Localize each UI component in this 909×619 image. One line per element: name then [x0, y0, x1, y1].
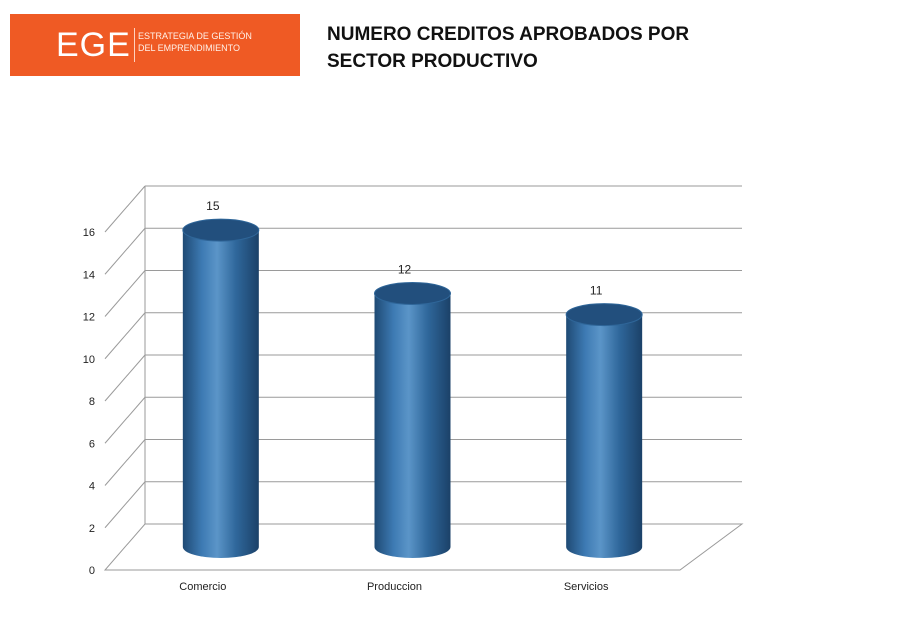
logo-tagline-line2: DEL EMPRENDIMIENTO [138, 43, 241, 53]
bar-cylinder-body [566, 314, 643, 559]
chart-bar [374, 282, 451, 559]
gridline-side [104, 312, 146, 360]
logo-tagline: ESTRATEGIA DE GESTIÓN DEL EMPRENDIMIENTO [138, 30, 288, 54]
chart-bar [565, 303, 643, 559]
bar-cylinder-body [374, 293, 451, 559]
y-tick-label: 12 [83, 312, 95, 324]
gridline-side [104, 270, 146, 317]
y-tick-label: 16 [83, 227, 95, 239]
data-label: 12 [398, 263, 412, 277]
bar-cylinder-top [565, 303, 643, 327]
chart-bars [182, 218, 643, 559]
bar-cylinder-top [374, 282, 451, 305]
y-tick-label: 6 [89, 438, 95, 450]
chart-labels: 15 Comercio 12 Produccion 11 Servicios [179, 199, 609, 593]
x-category-label: Comercio [179, 581, 226, 593]
data-label: 11 [590, 284, 603, 298]
y-tick-label: 14 [83, 269, 95, 281]
brand-logo: EGE ESTRATEGIA DE GESTIÓN DEL EMPRENDIMI… [10, 14, 300, 76]
chart-floor [103, 523, 744, 571]
gridline-side [104, 227, 146, 275]
x-category-label: Servicios [564, 581, 609, 593]
gridline-side [104, 481, 146, 529]
gridline-side [104, 396, 146, 444]
chart-bar [182, 218, 260, 558]
y-tick-label: 0 [89, 565, 95, 577]
x-category-label: Produccion [367, 581, 422, 593]
bar-cylinder-top [182, 218, 260, 242]
y-tick-label: 8 [89, 396, 95, 408]
logo-tagline-line1: ESTRATEGIA DE GESTIÓN [138, 31, 252, 41]
gridline-side [104, 439, 146, 486]
page-title: NUMERO CREDITOS APROBADOS POR SECTOR PRO… [327, 21, 847, 75]
logo-mark: EGE [56, 26, 131, 64]
bar-cylinder-body [182, 230, 259, 558]
gridline-side [104, 185, 146, 233]
page-title-line2: SECTOR PRODUCTIVO [327, 51, 538, 72]
data-label: 15 [206, 199, 220, 213]
y-axis: 0 2 4 6 8 10 12 14 16 [83, 227, 95, 577]
y-tick-label: 4 [89, 481, 95, 493]
y-tick-label: 10 [83, 354, 95, 366]
gridline-side [104, 354, 146, 402]
page-title-line1: NUMERO CREDITOS APROBADOS POR [327, 24, 690, 45]
y-tick-label: 2 [89, 523, 95, 535]
logo-divider [134, 28, 135, 62]
